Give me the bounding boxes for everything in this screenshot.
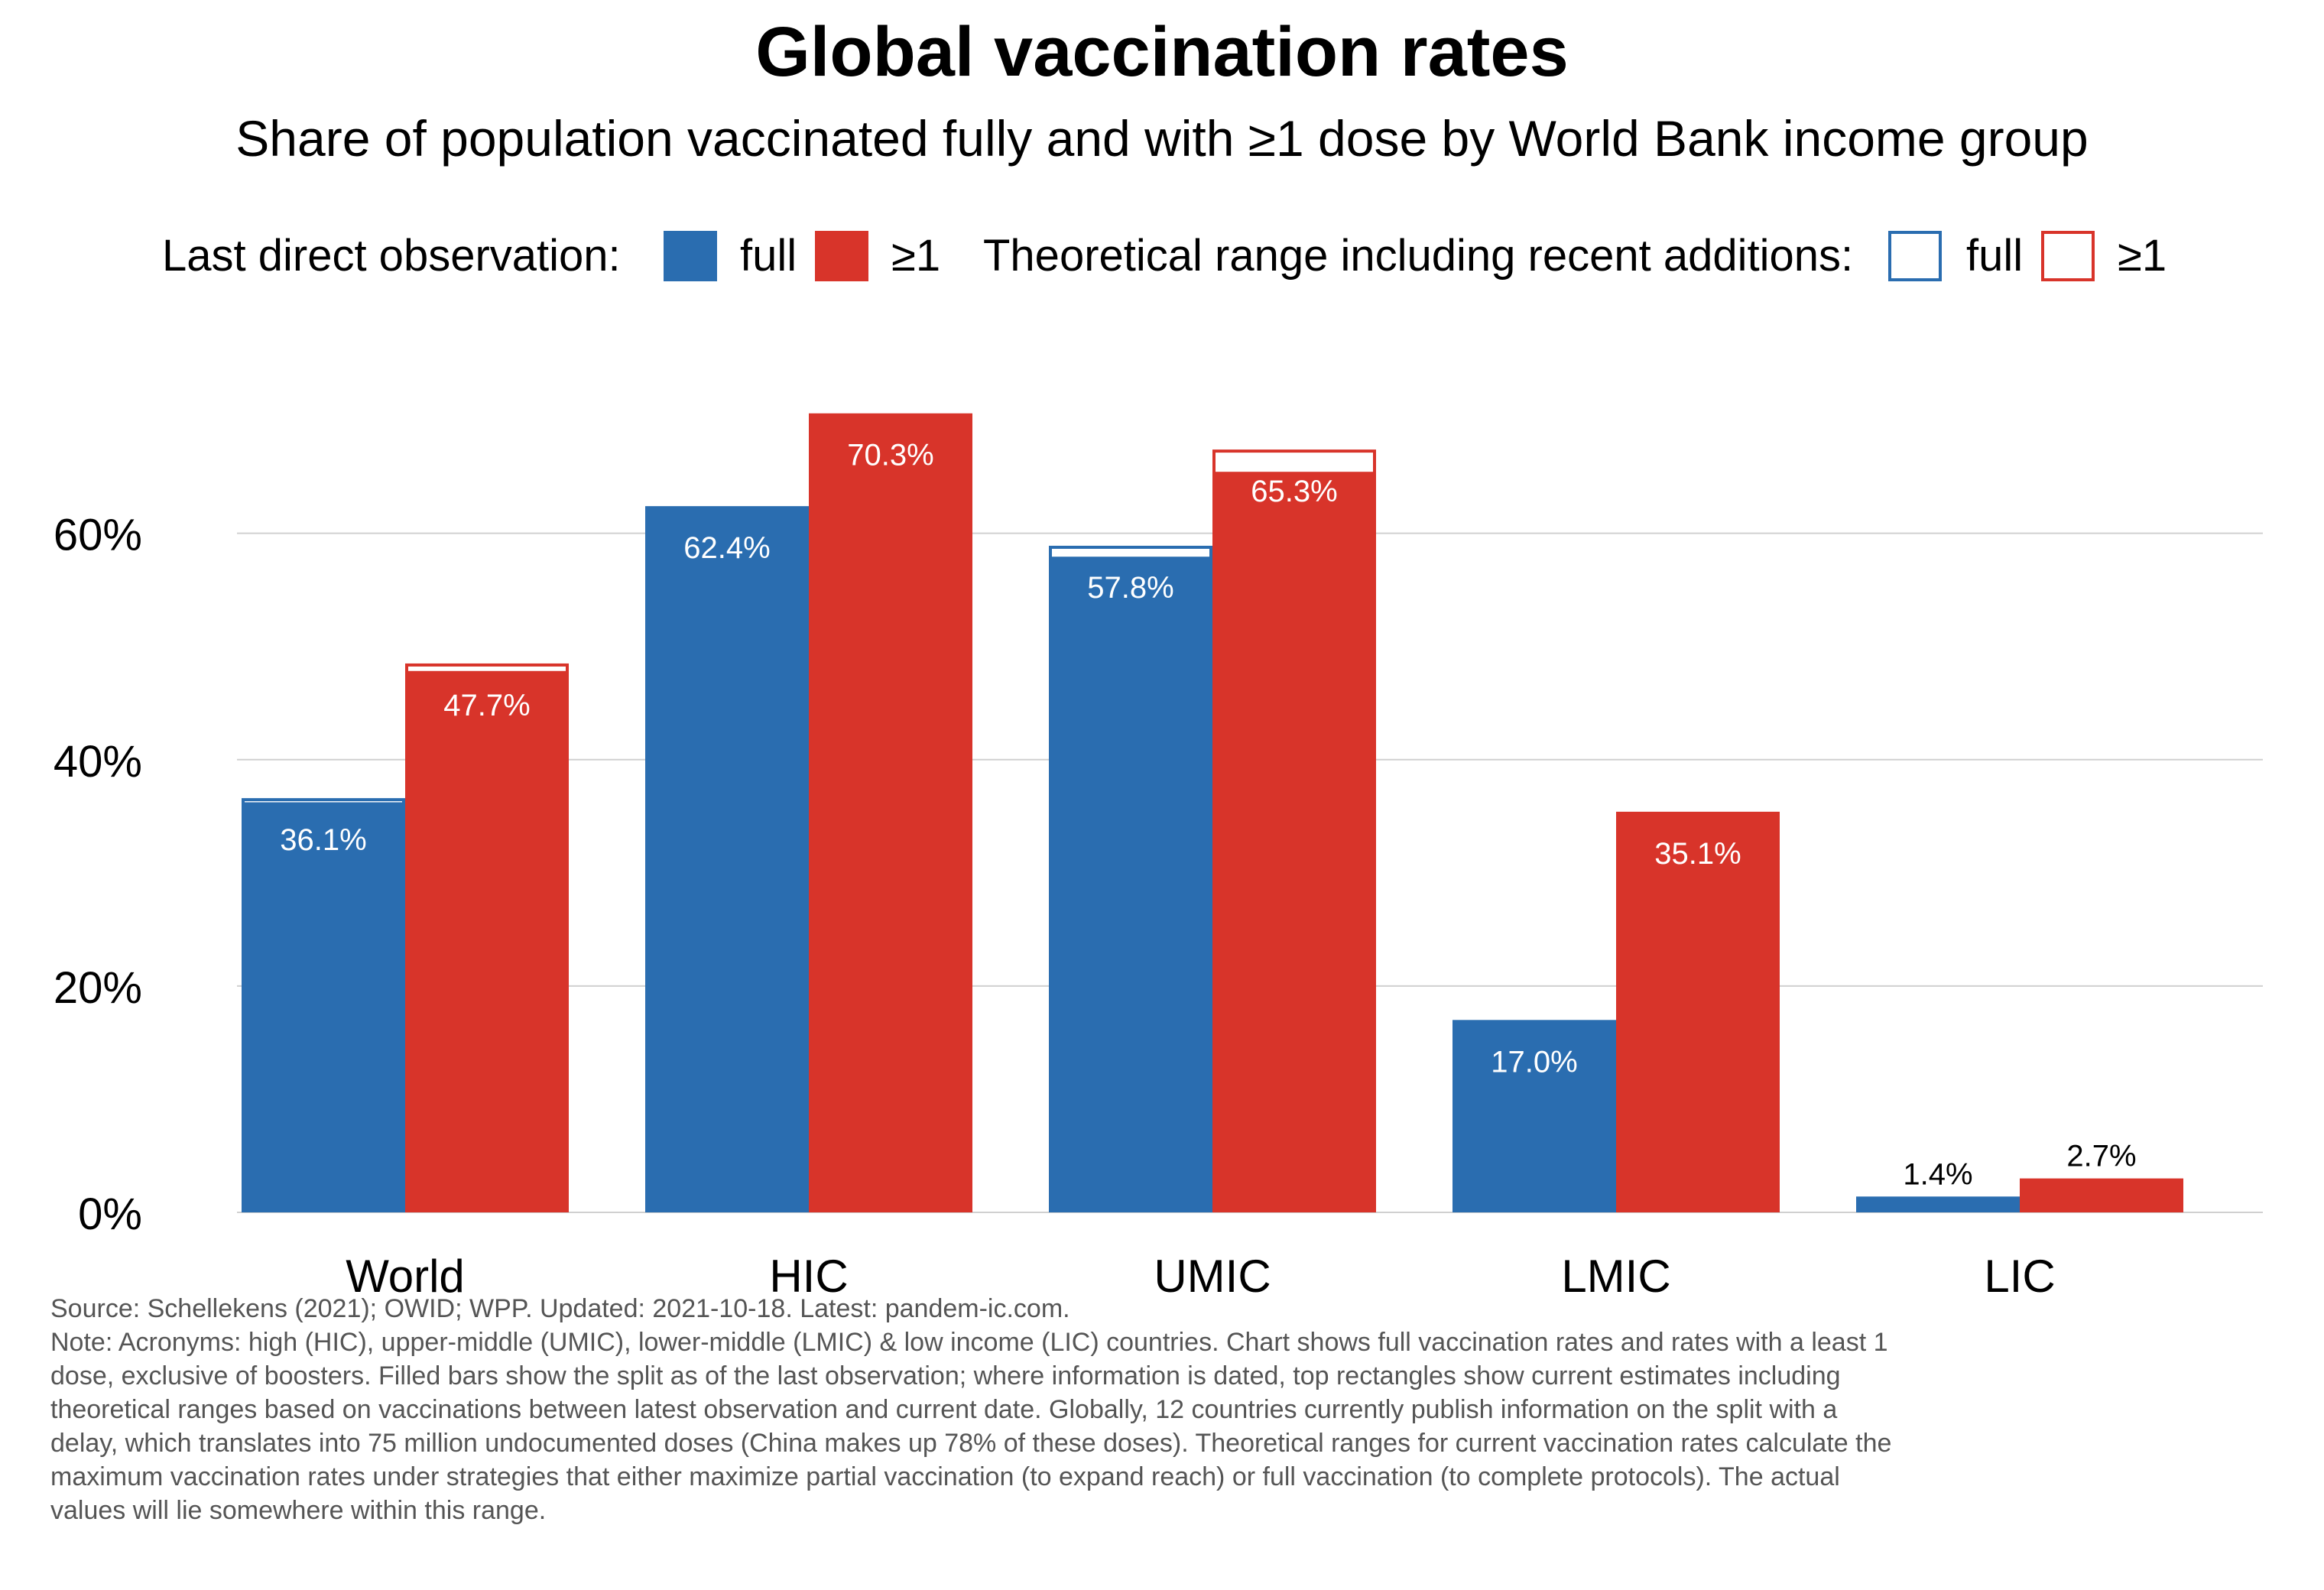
y-tick-label: 20% bbox=[54, 963, 142, 1013]
footnote-line: Source: Schellekens (2021); OWID; WPP. U… bbox=[50, 1294, 1070, 1323]
bar-value-label: 1.4% bbox=[1903, 1157, 1972, 1191]
bar-full-lmic bbox=[1452, 1020, 1616, 1212]
bar-full-hic bbox=[645, 506, 809, 1212]
legend-label-range-one-dose: ≥1 bbox=[2118, 231, 2167, 281]
x-tick-label: HIC bbox=[769, 1251, 848, 1302]
footnote-line: Note: Acronyms: high (HIC), upper-middle… bbox=[50, 1328, 1888, 1357]
x-tick-label: UMIC bbox=[1154, 1251, 1271, 1302]
range-bar-full-umic bbox=[1049, 545, 1212, 560]
range-bar-full-world bbox=[242, 798, 405, 806]
legend-key-observed-one-dose bbox=[815, 231, 868, 281]
range-bar-one-lmic bbox=[1616, 811, 1780, 817]
range-bar-one-umic bbox=[1212, 449, 1376, 475]
bar-one-world bbox=[405, 672, 569, 1212]
footnote-line: dose, exclusive of boosters. Filled bars… bbox=[50, 1361, 1841, 1390]
legend-key-observed-full bbox=[664, 231, 717, 281]
legend-label-observed-full: full bbox=[740, 231, 797, 281]
bar-value-label: 65.3% bbox=[1251, 475, 1337, 508]
y-axis-ticks: 0% 20% 40% 60% bbox=[54, 511, 142, 1239]
bar-one-hic bbox=[809, 417, 972, 1212]
bar-full-world bbox=[242, 803, 405, 1212]
x-axis-ticks: World HIC UMIC LMIC LIC bbox=[346, 1251, 2055, 1302]
bar-one-lic bbox=[2020, 1182, 2183, 1212]
bar-value-label: 57.8% bbox=[1087, 571, 1173, 605]
legend-label-observed-one-dose: ≥1 bbox=[891, 231, 941, 281]
legend-key-range-full bbox=[1888, 231, 1942, 281]
y-tick-label: 0% bbox=[78, 1189, 142, 1239]
range-bar-one-world bbox=[405, 663, 569, 674]
y-tick-label: 60% bbox=[54, 511, 142, 560]
bar-full-umic bbox=[1049, 558, 1212, 1212]
bar-value-label: 47.7% bbox=[443, 689, 530, 722]
bar-labels: 36.1% 47.7% 62.4% 70.3% 57.8% 65.3% 17.0% 35.1%… bbox=[280, 439, 2136, 1192]
footnote: Source: Schellekens (2021); OWID; WPP. U… bbox=[50, 1292, 2283, 1527]
footnote-line: values will lie somewhere within this ra… bbox=[50, 1496, 547, 1525]
x-tick-label: LMIC bbox=[1561, 1251, 1670, 1302]
bars bbox=[242, 413, 2183, 1212]
x-tick-label: World bbox=[346, 1251, 465, 1302]
bar-value-label: 17.0% bbox=[1491, 1045, 1577, 1079]
bar-value-label: 62.4% bbox=[683, 531, 770, 565]
bar-full-lic bbox=[1856, 1196, 2020, 1212]
bar-one-lmic bbox=[1616, 815, 1780, 1212]
footnote-line: delay, which translates into 75 million … bbox=[50, 1429, 1892, 1458]
x-tick-label: LIC bbox=[1984, 1251, 2055, 1302]
y-tick-label: 40% bbox=[54, 737, 142, 787]
legend-key-range-one-dose bbox=[2041, 231, 2095, 281]
bar-value-label: 2.7% bbox=[2066, 1140, 2136, 1173]
legend-group-range-label: Theoretical range including recent addit… bbox=[983, 231, 1854, 281]
range-bar-one-hic bbox=[809, 413, 972, 419]
legend: Last direct observation: full ≥1 Theoret… bbox=[0, 222, 2324, 290]
bar-value-label: 70.3% bbox=[847, 439, 933, 472]
bar-value-label: 35.1% bbox=[1654, 837, 1741, 871]
bar-value-label: 36.1% bbox=[280, 823, 366, 857]
legend-group-observed-label: Last direct observation: bbox=[162, 231, 621, 281]
footnote-line: theoretical ranges based on vaccinations… bbox=[50, 1395, 1838, 1424]
chart-subtitle: Share of population vaccinated fully and… bbox=[235, 110, 2089, 167]
legend-label-range-full: full bbox=[1966, 231, 2024, 281]
chart-title: Global vaccination rates bbox=[755, 13, 1569, 91]
bar-chart: 0% 20% 40% 60% 36.1% 47.7% 62.4% 70.3% 57.8% 65.… bbox=[54, 413, 2263, 1302]
footnote-line: maximum vaccination rates under strategi… bbox=[50, 1462, 1840, 1491]
bar-one-umic bbox=[1212, 473, 1376, 1212]
range-bar-one-lic bbox=[2020, 1178, 2183, 1184]
